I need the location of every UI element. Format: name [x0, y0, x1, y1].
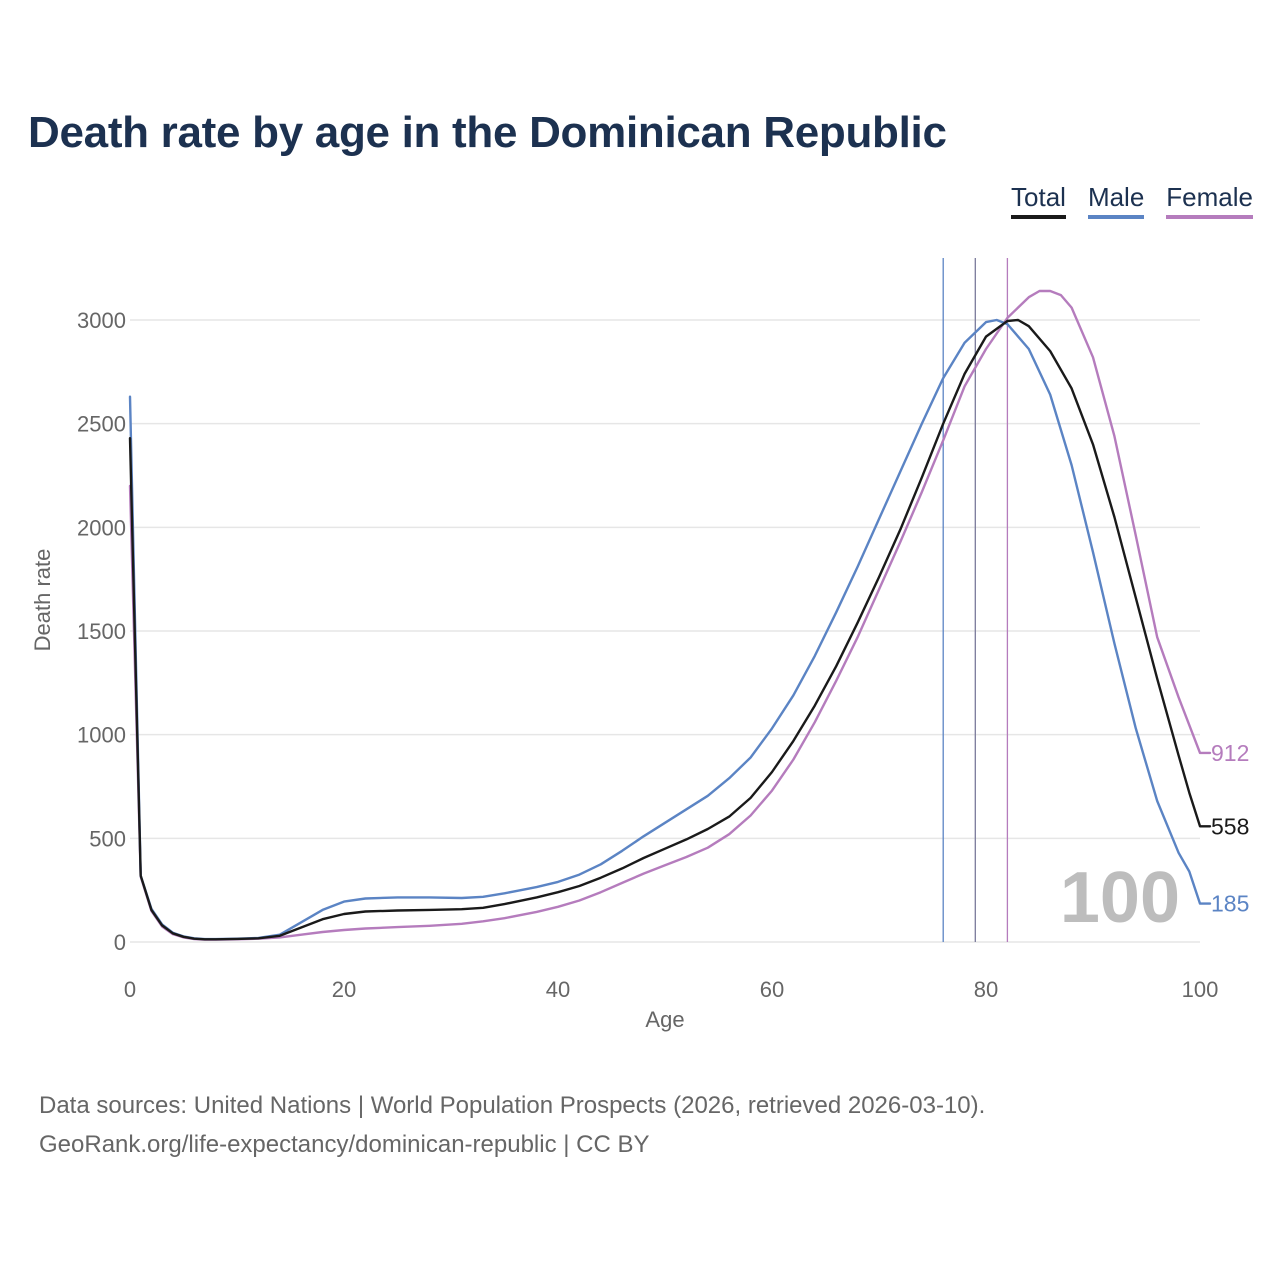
sources-line-2[interactable]: GeoRank.org/life-expectancy/dominican-re…: [39, 1131, 650, 1158]
chart-title: Death rate by age in the Dominican Repub…: [28, 108, 947, 157]
x-tick-label: 100: [1182, 977, 1219, 1002]
legend-item-male[interactable]: Male: [1087, 182, 1145, 219]
data-sources: Data sources: United Nations | World Pop…: [39, 1086, 985, 1164]
sources-line-1: Data sources: United Nations | World Pop…: [39, 1092, 986, 1119]
y-tick-label: 2000: [77, 515, 126, 540]
x-tick-label: 0: [124, 977, 136, 1002]
series-line-total: [128, 318, 1212, 941]
x-axis-label: Age: [645, 1007, 684, 1032]
legend: Total Male Female: [1011, 182, 1253, 219]
x-tick-label: 20: [332, 977, 356, 1002]
y-axis-ticks: 0 500 1000 1500 2000 2500 3000: [77, 308, 126, 955]
y-tick-label: 1000: [77, 723, 126, 748]
y-tick-label: 1500: [77, 619, 126, 644]
x-tick-label: 40: [546, 977, 570, 1002]
end-labels: 912 185 558: [1211, 740, 1249, 917]
y-tick-label: 0: [114, 930, 126, 955]
grid-lines: [130, 319, 1200, 943]
watermark: 100: [1060, 858, 1180, 938]
end-label-female: 912: [1211, 740, 1249, 766]
reference-lines: [942, 258, 1009, 942]
y-tick-label: 3000: [77, 308, 126, 333]
y-tick-label: 500: [89, 826, 126, 851]
x-tick-label: 60: [760, 977, 784, 1002]
death-rate-chart: 0 500 1000 1500 2000 2500 3000 0 20 40 60 80 100 91…: [30, 258, 1249, 1032]
end-label-total: 558: [1211, 813, 1249, 839]
end-label-male: 185: [1211, 891, 1249, 917]
legend-item-female[interactable]: Female: [1166, 182, 1253, 219]
y-tick-label: 2500: [77, 412, 126, 437]
y-axis-label: Death rate: [30, 549, 55, 652]
x-tick-label: 80: [974, 977, 998, 1002]
x-axis-ticks: 0 20 40 60 80 100: [124, 977, 1218, 1002]
series-lines: [128, 289, 1212, 941]
legend-item-total[interactable]: Total: [1011, 182, 1066, 219]
